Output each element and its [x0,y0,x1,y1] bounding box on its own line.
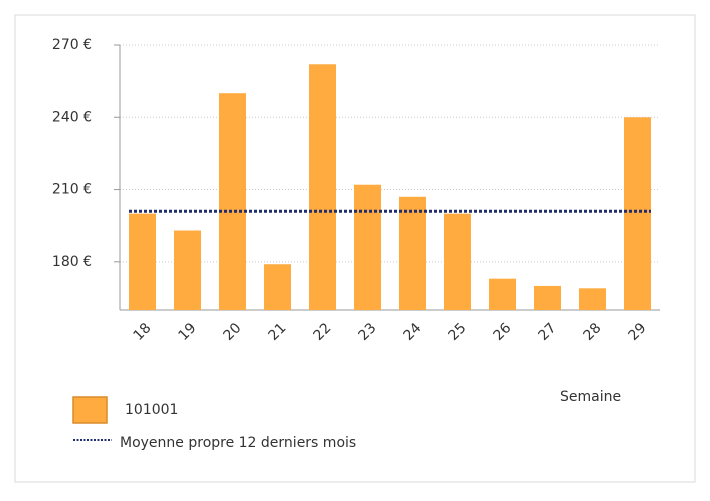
bar [354,184,381,310]
y-tick-label: 210 € [52,182,92,198]
x-tick-label: 25 [446,320,470,344]
bar [624,117,651,310]
bar [489,278,516,310]
legend-swatch [72,396,108,424]
x-tick-label: 22 [311,320,335,344]
bar [399,196,426,310]
x-tick-label: 18 [131,320,155,344]
bar [264,264,291,310]
x-tick-label: 27 [536,320,560,344]
bar [219,93,246,310]
x-tick-label: 24 [401,320,425,344]
x-tick-label: 20 [221,320,245,344]
bar [534,285,561,310]
y-tick-label: 270 € [52,37,92,53]
legend-label: Moyenne propre 12 derniers mois [120,435,356,451]
bar [309,64,336,310]
chart-border [14,14,696,483]
x-tick-label: 29 [626,320,650,344]
x-tick-label: 28 [581,320,605,344]
x-tick-label: 19 [176,320,200,344]
x-tick-label: 26 [491,320,515,344]
bar [579,288,606,310]
legend-label: 101001 [125,402,178,418]
bar [174,230,201,310]
y-tick-label: 180 € [52,254,92,270]
bar [129,213,156,310]
y-tick-label: 240 € [52,109,92,125]
bar [444,213,471,310]
x-tick-label: 21 [266,320,290,344]
x-axis-label: Semaine [560,389,621,405]
x-tick-label: 23 [356,320,380,344]
